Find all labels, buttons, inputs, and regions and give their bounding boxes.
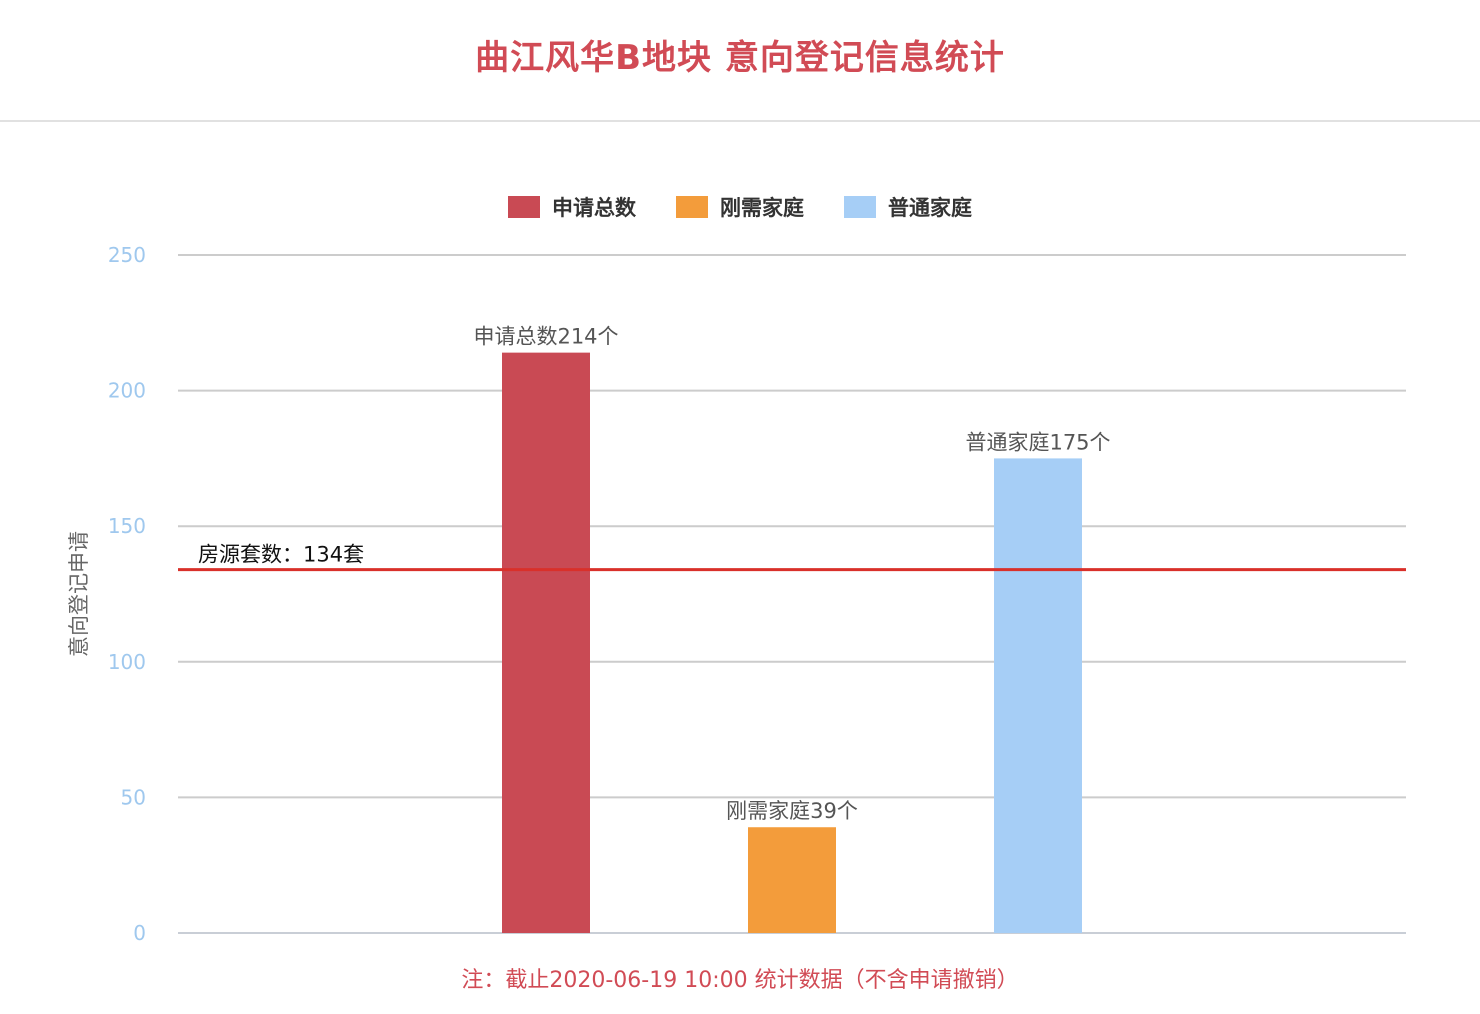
footnote: 注：截止2020-06-19 10:00 统计数据（不含申请撤销） — [461, 968, 1019, 993]
y-tick-label-250: 250 — [108, 243, 146, 267]
y-tick-label-0: 0 — [133, 921, 146, 945]
reference-line-label: 房源套数：134套 — [198, 543, 364, 567]
y-tick-label-200: 200 — [108, 379, 146, 403]
bar-data-label-2: 普通家庭175个 — [965, 430, 1110, 454]
bar-1 — [748, 827, 836, 933]
legend-item-1[interactable]: 刚需家庭 — [676, 192, 804, 222]
y-tick-label-100: 100 — [108, 650, 146, 674]
title-divider — [0, 120, 1480, 122]
chart-legend: 申请总数 刚需家庭 普通家庭 — [0, 192, 1480, 222]
bar-data-label-0: 申请总数214个 — [473, 325, 618, 349]
legend-swatch-0 — [508, 196, 540, 218]
bar-0 — [502, 352, 590, 934]
y-tick-label-150: 150 — [108, 514, 146, 538]
legend-label-1: 刚需家庭 — [720, 196, 804, 220]
legend-item-0[interactable]: 申请总数 — [508, 192, 636, 222]
bar-data-label-1: 刚需家庭39个 — [726, 799, 858, 823]
chart-title: 曲江风华B地块 意向登记信息统计 — [475, 38, 1005, 78]
legend-label-0: 申请总数 — [552, 196, 636, 220]
legend-label-2: 普通家庭 — [888, 196, 972, 220]
y-axis-label: 意向登记申请 — [67, 531, 91, 657]
bar-2 — [994, 458, 1082, 933]
y-tick-label-50: 50 — [121, 785, 146, 809]
legend-item-2[interactable]: 普通家庭 — [844, 192, 972, 222]
legend-swatch-2 — [844, 196, 876, 218]
legend-swatch-1 — [676, 196, 708, 218]
